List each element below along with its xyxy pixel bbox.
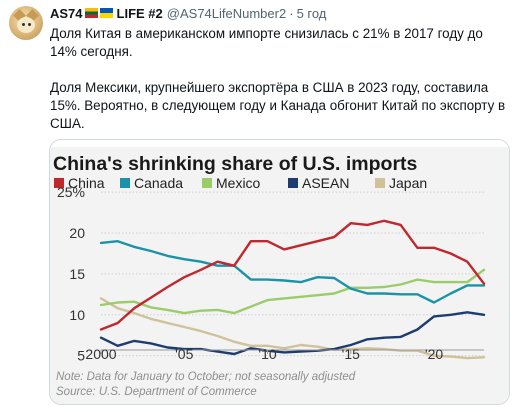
- legend-swatch-mexico: [202, 178, 212, 188]
- legend-swatch-canada: [120, 178, 130, 188]
- cat-avatar-icon[interactable]: [9, 6, 43, 40]
- timestamp[interactable]: 5 год: [296, 5, 327, 21]
- legend-label-canada: Canada: [134, 175, 183, 191]
- series-line-asean: [99, 311, 486, 356]
- tweet-text: Доля Китая в американском импорте снизил…: [50, 25, 512, 133]
- chart-legend: China Canada Mexico ASEAN Japan: [54, 175, 427, 191]
- tweet-header: AS74 LIFE #2 @AS74LifeNumber2 · 5 год: [50, 5, 326, 21]
- chart-source: Source: U.S. Department of Commerce: [56, 386, 257, 398]
- tweet-media-chart[interactable]: China's shrinking share of U.S. imports …: [49, 139, 510, 405]
- series-line-japan: [99, 297, 486, 360]
- chart-svg: China's shrinking share of U.S. imports …: [50, 140, 509, 404]
- separator-dot: ·: [289, 5, 294, 21]
- avatar-eye-right: [28, 23, 31, 26]
- y-tick-label: 15: [69, 266, 85, 282]
- chart-series: [99, 219, 486, 360]
- x-tick-label: '15: [342, 346, 360, 362]
- legend-label-japan: Japan: [389, 175, 427, 191]
- series-line-china: [99, 219, 486, 331]
- chart-background: [50, 140, 509, 404]
- y-tick-label: 10: [69, 307, 85, 323]
- avatar-eye-left: [22, 23, 25, 26]
- legend-label-china: China: [68, 175, 105, 191]
- legend-swatch-asean: [288, 178, 298, 188]
- x-tick-label: 2000: [85, 346, 116, 362]
- series-line-canada: [99, 239, 486, 304]
- x-tick-label: '05: [175, 346, 193, 362]
- legend-swatch-japan: [375, 178, 385, 188]
- x-tick-label: '10: [258, 346, 276, 362]
- y-axis-ticks: 5 10 15 20 25%: [57, 184, 85, 363]
- chart-note: Note: Data for January to October; not s…: [56, 371, 356, 383]
- chart-grid: [101, 191, 484, 357]
- avatar-face: [17, 17, 35, 33]
- lithuania-flag-icon: [84, 8, 98, 18]
- legend-label-mexico: Mexico: [216, 175, 261, 191]
- y-tick-label: 5: [77, 348, 85, 364]
- user-handle[interactable]: @AS74LifeNumber2: [166, 5, 287, 21]
- legend-label-asean: ASEAN: [302, 175, 349, 191]
- y-tick-label: 20: [69, 225, 85, 241]
- legend-swatch-china: [54, 178, 64, 188]
- display-name-suffix[interactable]: LIFE #2: [116, 5, 163, 21]
- display-name[interactable]: AS74: [50, 5, 83, 21]
- tweet-paragraph-1: Доля Китая в американском импорте снизил…: [50, 26, 483, 59]
- chart-title: China's shrinking share of U.S. imports: [53, 153, 418, 175]
- chart-top-strip: [50, 140, 509, 147]
- tweet-paragraph-2: Доля Мексики, крупнейшего экспортёра в С…: [50, 80, 506, 131]
- y-tick-label: 25%: [57, 184, 85, 200]
- ukraine-flag-icon: [99, 8, 113, 18]
- x-tick-label: '20: [425, 346, 443, 362]
- series-line-mexico: [99, 268, 486, 315]
- x-axis-ticks: 2000 '05 '10 '15 '20: [85, 346, 484, 362]
